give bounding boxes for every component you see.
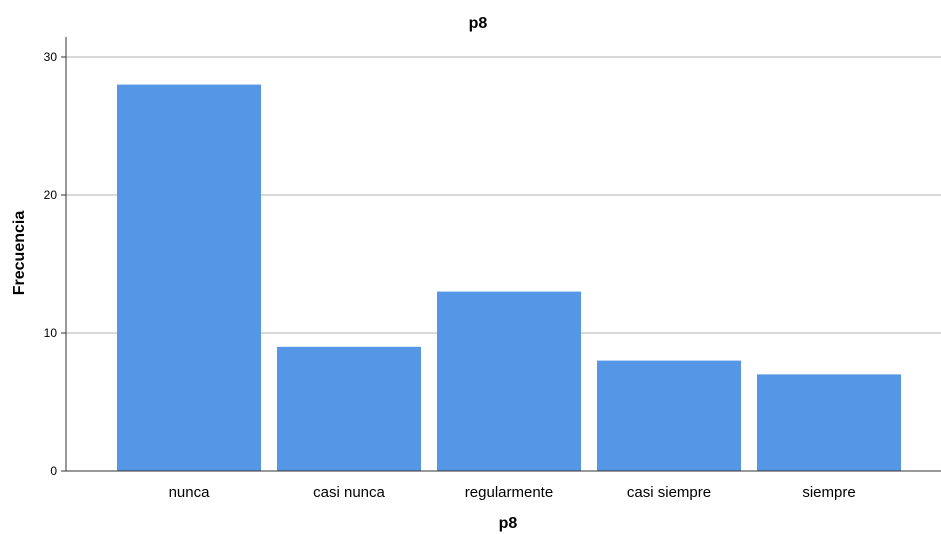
y-tick-label: 30 — [44, 50, 58, 64]
bar-nunca — [117, 84, 261, 471]
x-tick-label: nunca — [169, 484, 211, 501]
y-tick-label: 0 — [50, 464, 57, 478]
bars — [117, 84, 901, 471]
bar-casi-nunca — [277, 346, 421, 471]
y-axis-label: Frecuencia — [11, 211, 28, 296]
x-axis-label: p8 — [499, 515, 518, 532]
bar-regularmente — [437, 291, 581, 471]
bar-casi-siempre — [597, 360, 741, 471]
x-tick-label: regularmente — [465, 484, 553, 501]
y-tick-label: 20 — [44, 188, 58, 202]
x-tick-label: casi nunca — [313, 484, 385, 501]
y-axis-ticks: 0 10 20 30 — [44, 50, 66, 478]
bar-siempre — [757, 374, 901, 471]
x-axis-ticks: nunca casi nunca regularmente casi siempre s… — [169, 484, 856, 501]
x-tick-label: casi siempre — [627, 484, 711, 501]
x-tick-label: siempre — [802, 484, 855, 501]
chart-title: p8 — [469, 15, 488, 32]
y-tick-label: 10 — [44, 326, 58, 340]
